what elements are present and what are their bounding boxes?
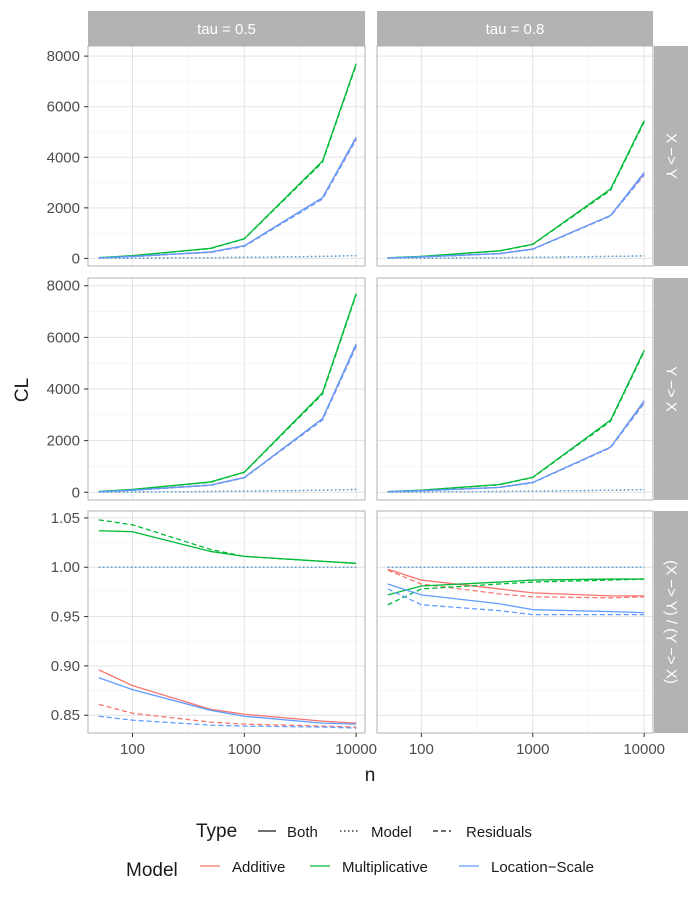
y-tick-label: 6000 [47,99,80,116]
series-line-additive-both [98,669,357,724]
strip-row-0 [654,46,688,266]
y-tick-label: 8000 [47,278,80,295]
x-tick-label: 100 [409,741,434,758]
x-tick-label: 10000 [335,741,377,758]
panel-0-0 [87,45,366,267]
legend-type-item: Residuals [466,824,532,841]
series-line-location-scale-residuals [98,346,357,493]
x-axis-title: n [365,765,376,786]
legend-model-item: Additive [232,859,285,876]
y-tick-label: 4000 [47,381,80,398]
y-axis-title: CL [12,378,33,402]
strip-row-2 [654,511,688,733]
legend-model-title: Model [126,860,178,881]
legend-type-item: Both [287,824,318,841]
y-tick-label: 2000 [47,200,80,217]
y-tick-label: 6000 [47,329,80,346]
panel-1-1 [376,277,654,501]
panel-border [376,277,654,501]
series-line-location-scale-model [387,489,645,493]
y-tick-label: 0.85 [51,707,80,724]
series-line-location-scale-residuals [387,588,645,616]
y-tick-label: 0.90 [51,658,80,675]
panel-background [377,46,653,266]
series-line-location-scale-residuals [98,715,357,729]
y-tick-label: 0.95 [51,609,80,626]
series-line-location-scale-residuals [387,174,645,259]
x-tick-label: 1000 [516,741,549,758]
panel-border [376,510,654,734]
series-line-multiplicative-both [387,578,645,596]
panel-background [88,46,365,266]
legend-model-item: Multiplicative [342,859,428,876]
series-line-location-scale-both [387,583,645,614]
panel-background [377,511,653,733]
series-line-location-scale-model [387,255,645,259]
y-tick-label: 0 [72,250,80,267]
y-tick-label: 2000 [47,433,80,450]
strip-column-0 [88,11,365,46]
legend-type-item: Model [371,824,412,841]
strip-label: tau = 0.8 [486,21,545,38]
panel-1-0 [87,277,366,501]
series-line-location-scale-both [98,677,357,725]
x-tick-label: 10000 [623,741,665,758]
series-line-multiplicative-residuals [98,519,357,564]
strip-label: X −> Y [663,133,680,179]
strip-label: (X −> Y) / (Y −> X) [663,560,680,684]
series-line-location-scale-model [98,488,357,493]
series-line-additive-residuals [98,703,357,728]
y-tick-label: 1.00 [51,559,80,576]
panel-0-1 [376,45,654,267]
legend-model-item: Location−Scale [491,859,594,876]
x-tick-label: 100 [120,741,145,758]
series-line-location-scale-residuals [98,139,357,259]
panel-background [88,511,365,733]
series-line-additive-both [387,568,645,597]
series-line-location-scale-residuals [387,402,645,493]
y-tick-label: 8000 [47,48,80,65]
series-line-location-scale-model [98,254,357,259]
y-tick-label: 0 [72,484,80,501]
y-tick-label: 1.05 [51,510,80,527]
legend-type-title: Type [196,821,237,842]
panel-2-0 [87,510,366,734]
panel-border [87,510,366,734]
series-line-additive-residuals [387,569,645,599]
strip-column-1 [377,11,653,46]
panel-2-1 [376,510,654,734]
series-line-multiplicative-residuals [387,578,645,606]
strip-row-1 [654,278,688,500]
x-tick-label: 1000 [228,741,261,758]
strip-label: Y −> X [663,366,680,412]
strip-label: tau = 0.5 [197,21,256,38]
y-tick-label: 4000 [47,149,80,166]
